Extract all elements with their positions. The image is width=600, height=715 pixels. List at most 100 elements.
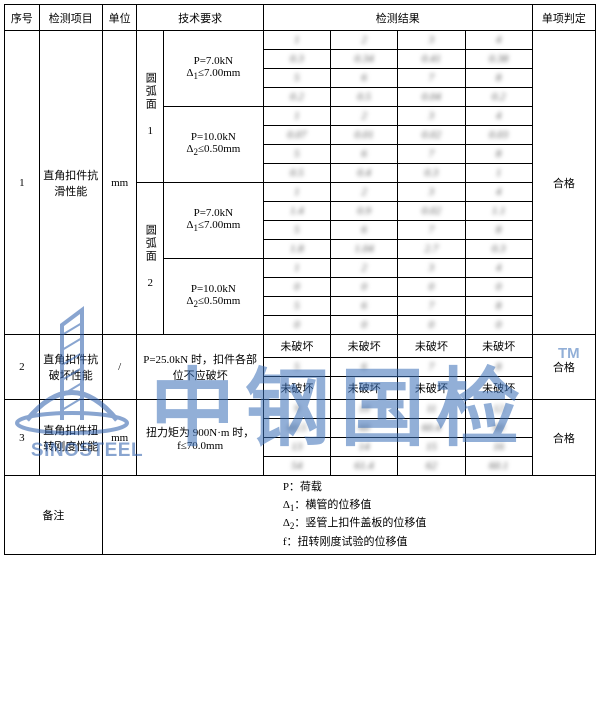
header-seq: 序号 [5,5,40,31]
val: 6 [331,221,398,240]
val: 3 [398,107,465,126]
val: 0.01 [331,126,398,145]
val: 2 [331,183,398,202]
val: 未破坏 [465,377,532,400]
val: 0.34 [331,50,398,69]
val: 8 [465,221,532,240]
header-item: 检测项目 [39,5,102,31]
val: 0.5 [263,164,330,183]
val: 2.7 [398,240,465,259]
val: 2 [331,107,398,126]
val: 2 [331,259,398,278]
val: 7 [398,221,465,240]
val: 8 [465,297,532,316]
val: 62 [398,457,465,476]
val: 60 [331,419,398,438]
val: 60.4 [398,419,465,438]
unit-3: mm [102,400,137,476]
item-2: 直角扣件抗破坏性能 [39,335,102,400]
val: 0.2 [465,88,532,107]
val: 0.3 [465,240,532,259]
val: 14 [331,438,398,457]
val: 0 [465,316,532,335]
val: 1.8 [263,240,330,259]
val: 0 [398,278,465,297]
unit-2: / [102,335,137,400]
val: 12 [465,400,532,419]
val: 11 [398,400,465,419]
seq-2: 2 [5,335,40,400]
val: 3 [398,259,465,278]
val: 0 [465,278,532,297]
val: 5 [263,221,330,240]
unit-1: mm [102,31,137,335]
val: 7 [398,145,465,164]
val: 0.02 [398,126,465,145]
arc-2: 圆弧面 2 [137,183,163,335]
val: 61.4 [331,457,398,476]
val: 15 [398,438,465,457]
header-unit: 单位 [102,5,137,31]
judge-2: 合格 [532,335,595,400]
note-line: f：扭转刚度试验的位移值 [283,534,593,552]
val: 0.41 [398,50,465,69]
seq-3: 3 [5,400,40,476]
val: 8 [465,69,532,88]
notes-row: 备注 P：荷载 Δ1：横管的位移值 Δ2：竖管上扣件盖板的位移值 f：扭转刚度试… [5,476,596,555]
tech-1-3: P=7.0kNΔ1≤7.00mm [163,183,263,259]
header-judge: 单项判定 [532,5,595,31]
val: 0.03 [465,126,532,145]
val: 1 [465,164,532,183]
tech-2: P=25.0kN 时，扣件各部位不应破坏 [137,335,263,400]
val: 0.38 [465,50,532,69]
val: 0.07 [263,126,330,145]
header-tech: 技术要求 [137,5,263,31]
val: 54 [263,457,330,476]
val: 0 [263,278,330,297]
tech-3: 扭力矩为 900N·m 时，f≤70.0mm [137,400,263,476]
note-line: P：荷载 [283,479,593,497]
val: 0.4 [331,164,398,183]
header-result: 检测结果 [263,5,532,31]
val: 6 [331,297,398,316]
val: 未破坏 [398,335,465,358]
val: 5 [263,69,330,88]
val: 1 [263,107,330,126]
val: 60 [465,419,532,438]
val: 未破坏 [398,377,465,400]
val: 0.3 [263,50,330,69]
table-header-row: 序号 检测项目 单位 技术要求 检测结果 单项判定 [5,5,596,31]
note-line: Δ2：竖管上扣件盖板的位移值 [283,515,593,534]
tech-1-2: P=10.0kNΔ2≤0.50mm [163,107,263,183]
val: 未破坏 [465,335,532,358]
val: 1 [263,183,330,202]
val: 7 [398,297,465,316]
val: 0 [398,316,465,335]
val: 0 [331,278,398,297]
val: 0.5 [331,88,398,107]
tech-1-1: P=7.0kNΔ1≤7.00mm [163,31,263,107]
val: 未破坏 [263,377,330,400]
val: 3 [398,183,465,202]
val: 1.04 [331,240,398,259]
val: 3 [398,31,465,50]
val: 6 [331,69,398,88]
val: 5 [263,358,330,377]
val: 0.3 [398,164,465,183]
val: 0.9 [331,202,398,221]
val: 0.2 [263,88,330,107]
inspection-table: 序号 检测项目 单位 技术要求 检测结果 单项判定 1 直角扣件抗滑性能 mm … [4,4,596,555]
val: 13 [263,438,330,457]
val: 60.1 [465,457,532,476]
val: 0.02 [398,202,465,221]
notes-content: P：荷载 Δ1：横管的位移值 Δ2：竖管上扣件盖板的位移值 f：扭转刚度试验的位… [102,476,595,555]
val: 4 [465,31,532,50]
judge-3: 合格 [532,400,595,476]
val: 10 [331,400,398,419]
item-3: 直角扣件扭转刚度性能 [39,400,102,476]
val: 5 [263,145,330,164]
judge-1: 合格 [532,31,595,335]
val: 未破坏 [331,377,398,400]
val: 8 [465,145,532,164]
val: 5 [263,297,330,316]
